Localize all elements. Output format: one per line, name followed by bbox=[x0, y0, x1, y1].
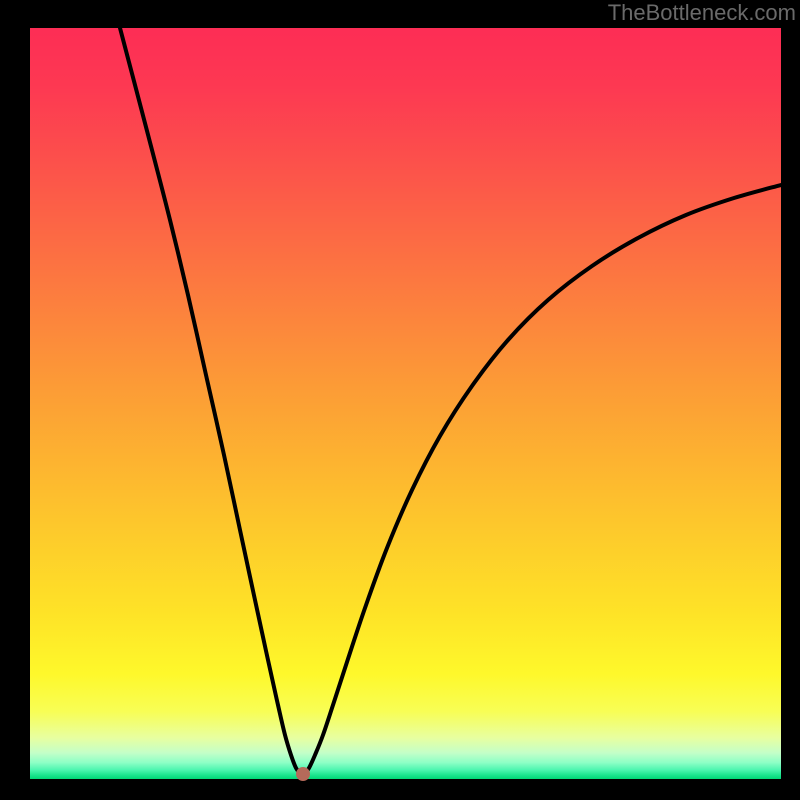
watermark-text: TheBottleneck.com bbox=[608, 0, 796, 26]
gradient-background bbox=[30, 28, 781, 779]
chart-container bbox=[30, 28, 781, 779]
bottleneck-marker bbox=[296, 767, 310, 781]
